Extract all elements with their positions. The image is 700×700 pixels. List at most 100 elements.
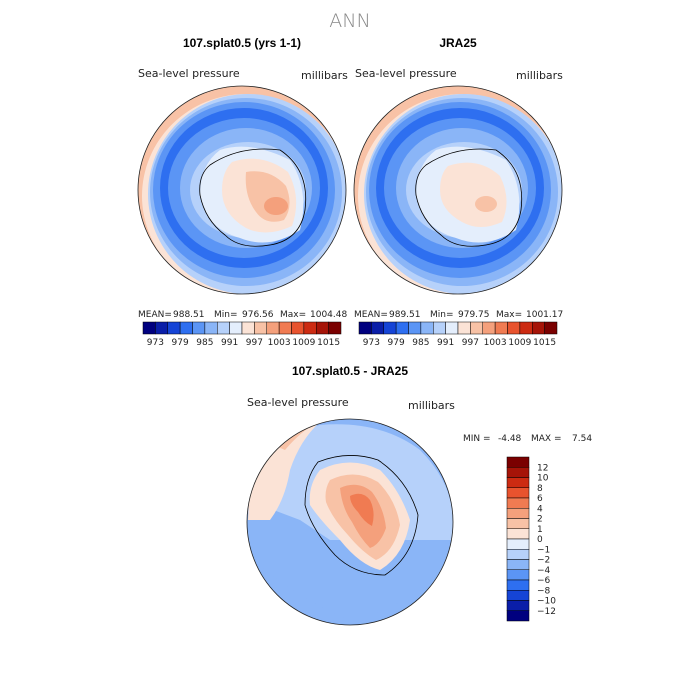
- min-value: 979.75: [458, 310, 490, 320]
- colorbar-swatch: [506, 590, 530, 601]
- colorbar-tick-label: −8: [537, 586, 551, 596]
- antarctica-coastline: [415, 148, 523, 247]
- polar-map: [247, 419, 453, 625]
- colorbar-tick-label: 1009: [508, 338, 531, 348]
- min-label: MIN =: [463, 434, 491, 444]
- colorbar-swatch: [506, 528, 530, 540]
- panel-title: 107.splat0.5 - JRA25: [292, 364, 408, 378]
- colorbar-swatch: [506, 477, 530, 488]
- colorbar-ticks: 973 979 985 991 997 1003 1009 1015: [147, 338, 340, 348]
- colorbar-tick-label: 1: [537, 525, 543, 535]
- colorbar-swatch: [358, 321, 372, 335]
- colorbar-swatch: [241, 321, 255, 335]
- mean-value: 989.51: [389, 310, 421, 320]
- colorbar: [142, 321, 342, 335]
- map-band: [264, 197, 288, 215]
- mean-label: MEAN=: [354, 310, 388, 320]
- colorbar-swatch: [506, 508, 530, 519]
- colorbar-swatch: [192, 321, 206, 335]
- figure-title: ANN: [329, 10, 370, 32]
- panel-title: JRA25: [439, 36, 477, 50]
- colorbar-swatch: [506, 610, 530, 622]
- colorbar-tick-label: 991: [437, 338, 454, 348]
- mean-value: 988.51: [173, 310, 205, 320]
- units-label: millibars: [516, 69, 563, 82]
- min-label: Min=: [430, 310, 454, 320]
- max-label: Max=: [496, 310, 522, 320]
- colorbar-vertical: [506, 456, 530, 622]
- min-value: 976.56: [242, 310, 274, 320]
- colorbar-swatch: [506, 579, 530, 591]
- colorbar-swatch: [420, 321, 434, 335]
- colorbar-swatch: [204, 321, 218, 335]
- colorbar-tick-label: −10: [537, 597, 556, 607]
- colorbar-tick-label: 997: [246, 338, 263, 348]
- colorbar-swatch: [482, 321, 496, 335]
- map-band: [475, 196, 497, 212]
- colorbar-tick-label: 973: [147, 338, 164, 348]
- colorbar-tick-label: −4: [537, 566, 551, 576]
- polar-map: [138, 86, 346, 294]
- colorbar-tick-label: 2: [537, 515, 543, 525]
- colorbar-swatch: [445, 321, 459, 335]
- max-value: 1001.17: [526, 310, 563, 320]
- colorbar-swatch: [278, 321, 292, 335]
- map-boundary: [353, 85, 563, 295]
- antarctica-coastline: [199, 148, 307, 247]
- colorbar-swatch: [506, 497, 530, 509]
- colorbar-swatch: [433, 321, 446, 335]
- colorbar-swatch: [155, 321, 168, 335]
- colorbar-tick-label: 10: [537, 474, 549, 484]
- colorbar-swatch: [544, 321, 558, 335]
- colorbar-swatch: [494, 321, 508, 335]
- colorbar-tick-label: 4: [537, 504, 543, 514]
- colorbar-tick-label: −12: [537, 607, 556, 617]
- map-band: [248, 422, 320, 520]
- colorbar-tick-label: 1015: [317, 338, 340, 348]
- colorbar-swatch: [179, 321, 193, 335]
- colorbar-swatch: [532, 321, 545, 335]
- colorbar-swatch: [457, 321, 471, 335]
- max-label: MAX =: [531, 434, 562, 444]
- colorbar-tick-label: 979: [172, 338, 189, 348]
- colorbar-swatch: [266, 321, 280, 335]
- map-band: [247, 560, 453, 625]
- colorbar-tick-label: 985: [412, 338, 429, 348]
- colorbar-swatch: [506, 559, 530, 570]
- colorbar-tick-label: 1015: [533, 338, 556, 348]
- colorbar-tick-label: 0: [537, 535, 543, 545]
- colorbar-swatch: [328, 321, 342, 335]
- max-value: 1004.48: [310, 310, 347, 320]
- stats-line: MEAN= 989.51 Min= 979.75 Max= 1001.17: [354, 310, 563, 320]
- colorbar-tick-label: 997: [462, 338, 479, 348]
- colorbar-swatch: [506, 518, 530, 529]
- panel-reanalysis: JRA25 Sea-level pressure millibars MEAN=…: [353, 36, 563, 348]
- colorbar-swatch: [383, 321, 397, 335]
- colorbar-tick-label: −6: [537, 576, 551, 586]
- units-label: millibars: [408, 399, 455, 412]
- colorbar-ticks: 973 979 985 991 997 1003 1009 1015: [363, 338, 556, 348]
- stats-line: MEAN= 988.51 Min= 976.56 Max= 1004.48: [138, 310, 347, 320]
- colorbar-tick-label: −2: [537, 556, 550, 566]
- field-label: Sea-level pressure: [247, 396, 349, 409]
- field-label: Sea-level pressure: [355, 67, 457, 80]
- map-boundary: [137, 85, 347, 295]
- polar-map: [354, 86, 562, 294]
- colorbar-swatch: [142, 321, 156, 335]
- colorbar-tick-label: 1009: [292, 338, 315, 348]
- colorbar-tick-label: 12: [537, 463, 548, 473]
- colorbar-swatch: [506, 569, 530, 581]
- min-value: -4.48: [498, 434, 522, 444]
- antarctica-coastline: [304, 455, 419, 576]
- colorbar-swatch: [506, 456, 530, 468]
- colorbar-swatch: [229, 321, 243, 335]
- colorbar-tick-label: 1003: [484, 338, 507, 348]
- colorbar-tick-label: 1003: [268, 338, 291, 348]
- colorbar-swatch: [506, 467, 530, 478]
- map-boundary: [246, 418, 454, 626]
- colorbar-swatch: [217, 321, 230, 335]
- colorbar-swatch: [470, 321, 483, 335]
- max-value: 7.54: [572, 434, 592, 444]
